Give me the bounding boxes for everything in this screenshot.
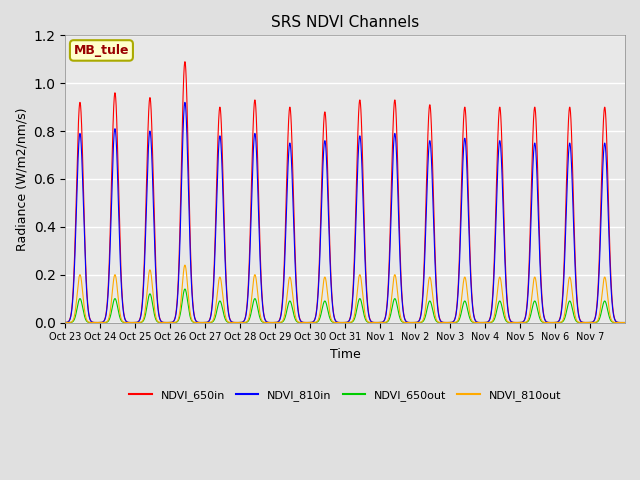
X-axis label: Time: Time — [330, 348, 360, 361]
NDVI_650out — [417, 320, 425, 325]
Line: NDVI_810in: NDVI_810in — [65, 102, 625, 323]
NDVI_810in — [393, 152, 401, 158]
NDVI_650out — [476, 320, 484, 325]
NDVI_810out — [181, 262, 189, 268]
NDVI_810out — [506, 320, 514, 325]
NDVI_810in — [476, 320, 484, 325]
NDVI_810out — [417, 319, 425, 325]
NDVI_810in — [621, 320, 629, 325]
NDVI_810in — [61, 320, 69, 325]
NDVI_650in — [264, 320, 272, 325]
NDVI_810out — [476, 320, 484, 325]
NDVI_810in — [506, 317, 514, 323]
Text: MB_tule: MB_tule — [74, 44, 129, 57]
NDVI_650out — [393, 300, 401, 306]
NDVI_650out — [90, 320, 97, 325]
NDVI_650out — [506, 320, 514, 325]
NDVI_810out — [393, 280, 401, 286]
NDVI_650in — [621, 320, 629, 325]
NDVI_810in — [90, 320, 97, 325]
NDVI_810in — [181, 99, 189, 105]
NDVI_810out — [90, 320, 97, 325]
Y-axis label: Radiance (W/m2/nm/s): Radiance (W/m2/nm/s) — [15, 107, 28, 251]
Line: NDVI_810out: NDVI_810out — [65, 265, 625, 323]
NDVI_650out — [264, 320, 272, 325]
Line: NDVI_650in: NDVI_650in — [65, 61, 625, 323]
NDVI_650in — [90, 320, 97, 325]
NDVI_650out — [181, 286, 189, 292]
Line: NDVI_650out: NDVI_650out — [65, 289, 625, 323]
NDVI_650in — [506, 317, 514, 323]
NDVI_650in — [181, 59, 189, 64]
NDVI_810in — [417, 312, 425, 318]
NDVI_650out — [621, 320, 629, 325]
NDVI_650in — [476, 320, 484, 325]
Legend: NDVI_650in, NDVI_810in, NDVI_650out, NDVI_810out: NDVI_650in, NDVI_810in, NDVI_650out, NDV… — [125, 385, 565, 405]
NDVI_810out — [621, 320, 629, 325]
NDVI_650in — [61, 320, 69, 325]
Title: SRS NDVI Channels: SRS NDVI Channels — [271, 15, 419, 30]
NDVI_810out — [61, 320, 69, 325]
NDVI_650in — [393, 122, 401, 128]
NDVI_650in — [417, 311, 425, 316]
NDVI_810in — [264, 320, 272, 325]
NDVI_650out — [61, 320, 69, 325]
NDVI_810out — [264, 320, 272, 325]
